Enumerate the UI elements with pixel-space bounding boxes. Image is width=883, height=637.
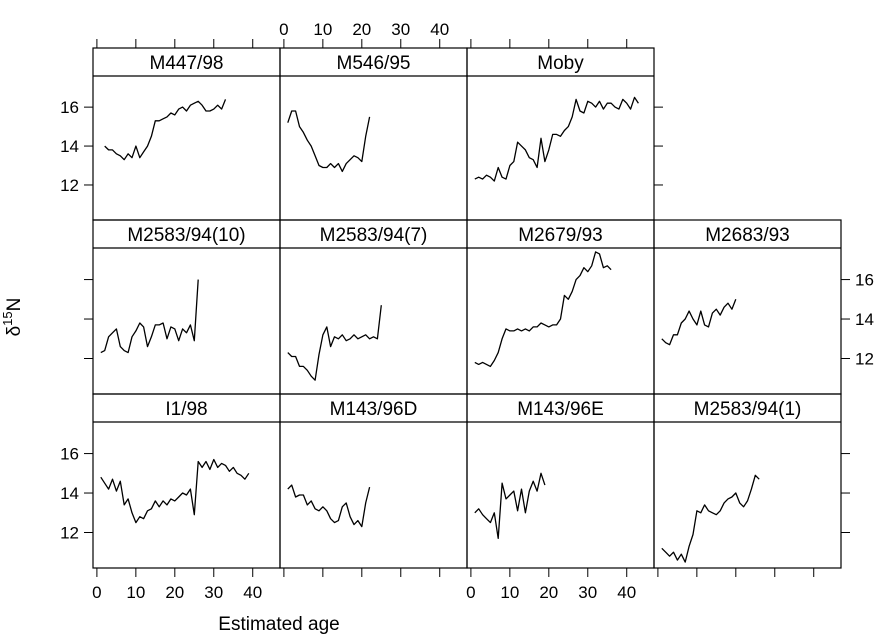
panel-frame <box>92 393 281 569</box>
panel-strip-label: M2583/94(7) <box>320 225 428 246</box>
x-tick-label: 40 <box>617 583 636 602</box>
y-tick-label: 14 <box>855 310 874 329</box>
y-axis: 12 14 16 <box>60 445 93 542</box>
y-axis-title: δ15N <box>0 298 25 337</box>
panel-frame <box>653 219 842 395</box>
panel: I1/98 <box>92 393 281 569</box>
y-tick-label: 16 <box>60 445 79 464</box>
x-axis-ticks <box>96 39 254 48</box>
x-tick-label: 0 <box>279 20 288 39</box>
panel-frame <box>466 393 655 569</box>
panel-strip-label: M143/96E <box>517 399 604 420</box>
axes-layer: 0 10 20 30 40 0 10 20 30 400 10 20 30 401214161214161… <box>60 20 874 602</box>
series-line <box>474 251 612 368</box>
y-tick-label: 14 <box>60 137 79 156</box>
panel: M143/96D <box>279 393 468 569</box>
x-axis-ticks <box>470 39 628 48</box>
panel: M2583/94(1) <box>653 393 842 569</box>
y-tick-label: 12 <box>60 176 79 195</box>
x-tick-label: 0 <box>466 583 475 602</box>
series-line <box>287 484 371 528</box>
x-axis: 0 10 20 30 40 <box>279 20 449 48</box>
series-line <box>100 458 250 524</box>
x-axis-title: Estimated age <box>218 614 339 635</box>
panel-strip-label: M2583/94(1) <box>694 399 802 420</box>
x-tick-label: 20 <box>352 20 371 39</box>
x-tick-label: 30 <box>578 583 597 602</box>
y-axis-title-superscript: 15 <box>0 311 15 325</box>
panels-layer: M447/98 M546/95 Moby M2583/94(10) M2583/94(7… <box>92 47 842 569</box>
series-line <box>661 474 760 563</box>
y-axis-title-delta: δ <box>4 326 25 337</box>
series-line <box>287 110 371 173</box>
x-tick-label: 10 <box>126 583 145 602</box>
y-tick-label: 16 <box>855 271 874 290</box>
series-line <box>661 299 737 346</box>
panel-strip-label: M143/96D <box>330 399 418 420</box>
x-axis: 0 10 20 30 40 <box>92 568 262 602</box>
panel: M2679/93 <box>466 219 655 395</box>
series-line <box>474 96 639 182</box>
panel-frame <box>279 393 468 569</box>
y-tick-label: 16 <box>60 98 79 117</box>
x-tick-label: 10 <box>313 20 332 39</box>
panel-strip-label: M546/95 <box>337 53 411 74</box>
x-tick-label: 30 <box>391 20 410 39</box>
panel-frame <box>466 219 655 395</box>
panel-strip-label: Moby <box>537 53 584 74</box>
panel: M2583/94(7) <box>279 219 468 395</box>
panel-strip-label: I1/98 <box>165 399 207 420</box>
series-line <box>100 279 199 354</box>
panel: M447/98 <box>92 47 281 221</box>
x-tick-label: 30 <box>204 583 223 602</box>
panel-strip-label: M2583/94(10) <box>127 225 245 246</box>
x-tick-label: 10 <box>500 583 519 602</box>
panel-frame <box>92 219 281 395</box>
y-axis: 12 14 16 <box>841 271 874 368</box>
y-axis: 12 14 16 <box>60 98 93 195</box>
y-axis-title-element: N <box>4 298 25 312</box>
y-tick-label: 14 <box>60 484 79 503</box>
x-tick-label: 40 <box>243 583 262 602</box>
panel: M143/96E <box>466 393 655 569</box>
x-tick-label: 20 <box>165 583 184 602</box>
series-line <box>287 305 382 381</box>
x-axis-ticks <box>657 568 815 577</box>
panel-strip-label: M2683/93 <box>705 225 790 246</box>
panel: M2683/93 <box>653 219 842 395</box>
series-line <box>104 99 227 161</box>
y-tick-label: 12 <box>60 523 79 542</box>
panel: M2583/94(10) <box>92 219 281 395</box>
y-axis-ticks <box>84 279 93 359</box>
panel-strip-label: M2679/93 <box>518 225 603 246</box>
x-axis: 0 10 20 30 40 <box>466 568 636 602</box>
x-tick-label: 20 <box>539 583 558 602</box>
y-axis-ticks <box>654 106 663 186</box>
y-axis-ticks <box>841 453 850 533</box>
x-tick-label: 0 <box>92 583 101 602</box>
x-tick-label: 40 <box>430 20 449 39</box>
series-line <box>474 472 546 540</box>
panel-strip-label: M447/98 <box>150 53 224 74</box>
y-tick-label: 12 <box>855 349 874 368</box>
panel: Moby <box>466 47 655 221</box>
panel-frame <box>279 219 468 395</box>
panel-frame <box>653 393 842 569</box>
panel: M546/95 <box>279 47 468 221</box>
x-axis-ticks <box>283 568 441 577</box>
